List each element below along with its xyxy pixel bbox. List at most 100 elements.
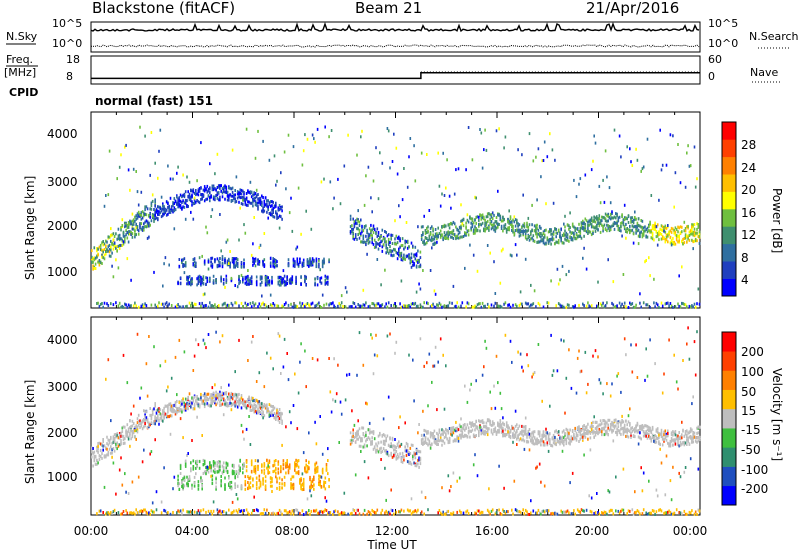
- power-echo: [677, 230, 679, 234]
- power-echo: [230, 187, 233, 191]
- velocity-echo: [240, 396, 243, 400]
- power-echo: [686, 240, 688, 244]
- power-echo: [639, 235, 641, 239]
- power-echo: [542, 305, 545, 309]
- velocity-echo: [375, 442, 377, 446]
- power-echo: [580, 224, 583, 228]
- power-echo: [201, 301, 203, 305]
- power-echo: [134, 301, 136, 305]
- power-echo: [596, 224, 598, 228]
- velocity-echo: [192, 397, 195, 401]
- velocity-echo: [118, 443, 121, 447]
- power-echo: [280, 215, 282, 219]
- power-echo: [372, 179, 375, 183]
- power-echo: [432, 229, 434, 233]
- power-echo: [696, 239, 698, 243]
- power-echo: [120, 226, 122, 230]
- velocity-echo: [294, 464, 296, 468]
- velocity-echo: [380, 440, 382, 444]
- power-echo: [656, 234, 659, 238]
- power-echo: [602, 178, 604, 182]
- velocity-echo: [245, 400, 248, 404]
- power-echo: [91, 261, 93, 264]
- power-echo: [196, 199, 198, 202]
- velocity-echo: [248, 401, 250, 405]
- nsearch-line: [91, 44, 700, 48]
- velocity-echo: [233, 465, 235, 469]
- velocity-echo: [183, 407, 186, 411]
- power-echo: [268, 279, 271, 283]
- power-echo: [687, 144, 689, 148]
- power-echo: [163, 210, 165, 214]
- velocity-echo: [278, 417, 281, 421]
- power-echo: [170, 208, 173, 212]
- velocity-echo: [245, 406, 248, 410]
- velocity-echo: [248, 476, 250, 480]
- power-echo: [419, 303, 422, 307]
- power-echo: [654, 305, 656, 309]
- power-echo: [278, 283, 281, 287]
- power-echo: [268, 158, 271, 162]
- power-echo: [537, 228, 540, 232]
- velocity-echo: [173, 409, 176, 413]
- power-echo: [396, 241, 399, 245]
- power-echo: [105, 194, 107, 197]
- velocity-colorbar: [721, 331, 737, 506]
- velocity-echo: [490, 430, 493, 434]
- power-echo: [661, 225, 664, 229]
- power-echo: [512, 303, 514, 307]
- power-echo: [236, 196, 239, 200]
- power-echo: [390, 233, 392, 237]
- power-echo: [304, 305, 306, 309]
- power-echo: [294, 304, 296, 308]
- velocity-echo: [281, 412, 283, 416]
- power-echo: [160, 207, 163, 211]
- power-echo: [642, 226, 645, 230]
- velocity-echo: [254, 404, 257, 407]
- power-echo: [488, 212, 490, 216]
- power-echo: [460, 226, 462, 230]
- power-echo: [102, 305, 104, 309]
- power-echo: [132, 218, 135, 222]
- power-echo: [262, 210, 264, 214]
- power-echo: [504, 301, 507, 305]
- power-cb-tick: 8: [741, 251, 749, 265]
- power-echo: [348, 305, 351, 309]
- cpid-value: normal (fast) 151: [95, 94, 213, 108]
- velocity-echo: [441, 428, 443, 432]
- power-echo: [273, 154, 276, 158]
- velocity-echo: [205, 472, 207, 476]
- velocity-echo: [182, 397, 184, 401]
- velocity-echo: [181, 485, 183, 488]
- velocity-echo: [456, 436, 458, 440]
- velocity-echo: [472, 424, 475, 428]
- velocity-echo: [273, 412, 276, 415]
- power-echo: [579, 231, 582, 235]
- velocity-echo: [470, 430, 472, 433]
- power-echo: [187, 204, 189, 208]
- velocity-echo: [131, 430, 134, 433]
- power-echo: [626, 217, 628, 221]
- power-echo: [263, 204, 266, 208]
- velocity-echo: [390, 444, 392, 448]
- power-echo: [247, 302, 249, 306]
- power-echo: [143, 214, 145, 218]
- velocity-echo: [254, 459, 257, 463]
- power-echo: [404, 239, 406, 243]
- power-echo: [589, 218, 592, 222]
- power-echo: [168, 302, 170, 306]
- power-echo: [481, 216, 484, 220]
- power-echo: [611, 301, 613, 305]
- velocity-echo: [247, 475, 249, 479]
- power-echo: [575, 195, 578, 199]
- velocity-echo: [192, 399, 195, 403]
- velocity-echo: [376, 448, 379, 452]
- power-echo: [442, 224, 444, 228]
- velocity-echo: [134, 435, 136, 439]
- power-echo: [172, 203, 174, 207]
- power-echo: [225, 304, 228, 308]
- power-echo: [394, 219, 396, 223]
- velocity-echo: [408, 453, 410, 456]
- power-echo: [521, 225, 523, 229]
- power-echo: [271, 200, 273, 204]
